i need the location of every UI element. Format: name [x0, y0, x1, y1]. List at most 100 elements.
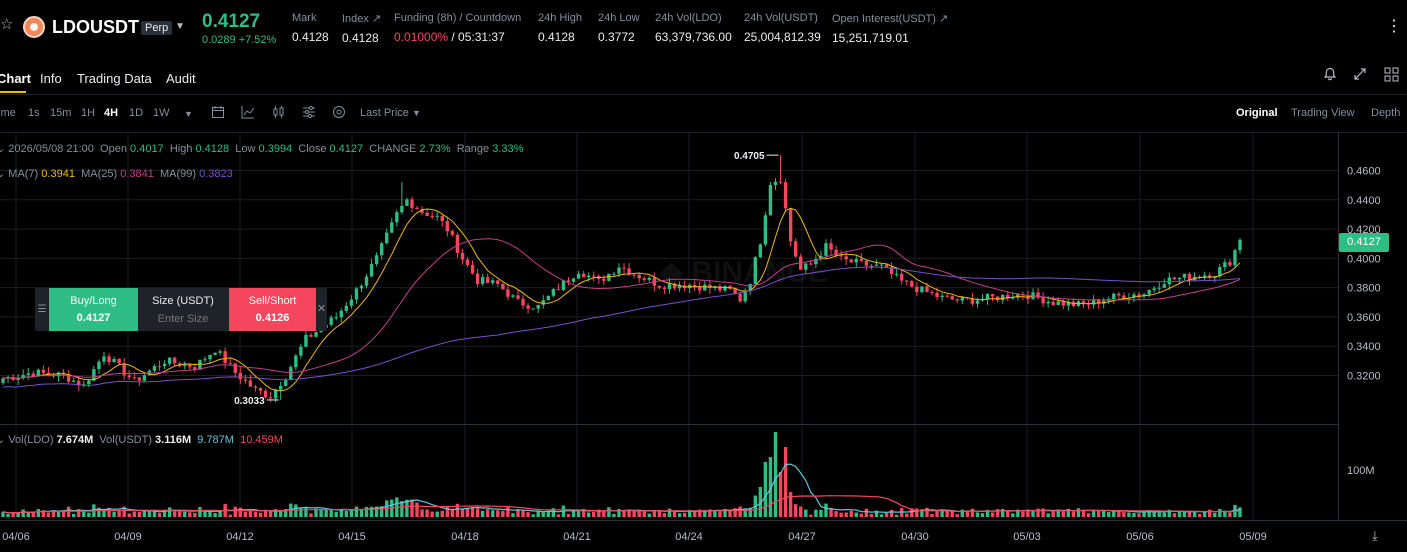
price-chart[interactable]: ◆ BINANCE 0.46000.44000.42000.40000.3800…: [0, 133, 1407, 552]
drawing-tools-icon[interactable]: [332, 105, 346, 122]
buy-long-button[interactable]: Buy/Long 0.4127: [49, 288, 138, 331]
candle-body: [152, 366, 157, 371]
view-depth[interactable]: Depth: [1371, 107, 1401, 119]
volume-bar: [682, 512, 687, 517]
settings-sliders-icon[interactable]: [302, 105, 316, 122]
symbol-name[interactable]: LDOUSDT: [52, 17, 139, 37]
axes: 0.46000.44000.42000.40000.38000.36000.34…: [0, 133, 1407, 543]
time-label[interactable]: ime: [0, 107, 16, 119]
volume-bar: [324, 509, 328, 517]
view-original[interactable]: Original: [1236, 107, 1278, 119]
candle-body: [889, 267, 894, 275]
x-axis-tick: 04/18: [451, 531, 479, 543]
candle-body: [1041, 297, 1045, 304]
indicator-chart-icon[interactable]: [241, 105, 255, 122]
volume-bar: [728, 510, 732, 517]
candle-body: [460, 252, 465, 260]
volume-bar: [56, 510, 61, 517]
candle-body: [733, 288, 737, 294]
low-marker-label: 0.3033: [234, 396, 265, 407]
view-trading-view[interactable]: Trading View: [1291, 107, 1355, 119]
favorite-star-icon[interactable]: ☆: [0, 16, 14, 33]
candle-body: [410, 199, 414, 208]
x-axis-tick: 04/24: [675, 531, 703, 543]
sell-short-button[interactable]: Sell/Short 0.4126: [229, 288, 316, 331]
volume-bar: [172, 511, 177, 517]
candle-body: [405, 199, 409, 206]
volume-bar: [950, 511, 954, 517]
candle-body: [1, 378, 5, 383]
tab-trading-data[interactable]: Trading Data: [77, 71, 152, 86]
drag-handle-icon[interactable]: ☰: [37, 304, 47, 315]
tab-chart[interactable]: Chart: [0, 71, 31, 86]
candle-body: [486, 277, 490, 283]
symbol-dropdown-icon[interactable]: ▼: [175, 21, 185, 32]
candle-body: [71, 380, 76, 382]
x-axis-tick: 05/03: [1013, 531, 1041, 543]
candle-body: [294, 355, 298, 368]
volume-bar: [319, 508, 323, 517]
volume-bar: [672, 511, 677, 517]
stat-open-interest[interactable]: Open Interest(USDT) ↗ 15,251,719.01: [832, 13, 949, 45]
volume-bar: [1197, 513, 1202, 517]
volume-bar: [1228, 512, 1232, 517]
candle-body: [273, 389, 278, 399]
interval-dropdown-icon[interactable]: ▼: [184, 109, 193, 119]
volume-bar: [622, 510, 626, 517]
price-mode-select[interactable]: Last Price ▼: [360, 107, 421, 119]
candle-body: [627, 268, 631, 275]
calendar-icon[interactable]: [211, 105, 225, 122]
interval-1h[interactable]: 1H: [81, 107, 96, 119]
volume-bar: [425, 509, 429, 517]
candle-type-icon[interactable]: [272, 105, 286, 122]
interval-1d[interactable]: 1D: [129, 107, 144, 119]
volume-bar: [617, 508, 621, 517]
stat-index[interactable]: Index ↗ 0.4128: [342, 13, 382, 45]
scroll-to-latest-icon[interactable]: ⤓: [1372, 528, 1378, 543]
candle-body: [420, 209, 424, 213]
volume-bar: [405, 499, 409, 517]
tab-audit[interactable]: Audit: [166, 71, 196, 86]
candle-body: [1223, 262, 1227, 268]
interval-15m[interactable]: 15m: [50, 107, 72, 119]
candle-body: [218, 351, 222, 353]
candle-body: [531, 308, 535, 310]
candle-body: [854, 259, 858, 263]
candle-body: [900, 273, 904, 281]
volume-bar: [228, 514, 232, 517]
volume-bar: [945, 510, 949, 517]
candle-body: [556, 289, 561, 291]
vol-ldo: 7.674M: [56, 434, 94, 446]
candle-body: [183, 364, 187, 367]
interval-4h[interactable]: 4H: [104, 107, 119, 119]
layout-grid-icon[interactable]: [1384, 67, 1399, 85]
volume-bar: [708, 509, 712, 517]
candle-body: [334, 317, 338, 319]
volume-bar: [122, 506, 126, 517]
more-options-icon[interactable]: ⋮⋮: [1386, 18, 1407, 35]
volume-bar: [597, 509, 601, 517]
volume-bar: [87, 512, 91, 517]
fullscreen-icon[interactable]: [1353, 67, 1367, 84]
interval-1w[interactable]: 1W: [153, 107, 170, 119]
candle-body: [970, 298, 975, 304]
bell-icon[interactable]: [1323, 67, 1337, 84]
candle-body: [915, 286, 919, 293]
candle-body: [1162, 284, 1166, 288]
candle-body: [122, 363, 126, 376]
candle-body: [1000, 294, 1005, 301]
candle-body: [329, 317, 333, 325]
volume-bar: [1056, 509, 1060, 517]
volume-bar: [859, 513, 864, 517]
interval-1s[interactable]: 1s: [28, 107, 40, 119]
candlesticks: [1, 155, 1242, 403]
candle-body: [571, 278, 576, 282]
volume-bar: [486, 509, 490, 517]
tab-info[interactable]: Info: [40, 71, 62, 86]
close-icon[interactable]: ✕: [316, 303, 327, 315]
volume-bar: [420, 509, 424, 517]
candle-body: [455, 234, 460, 253]
volume-bar: [31, 512, 35, 517]
volume-bar: [733, 508, 737, 517]
size-input[interactable]: [141, 312, 225, 326]
